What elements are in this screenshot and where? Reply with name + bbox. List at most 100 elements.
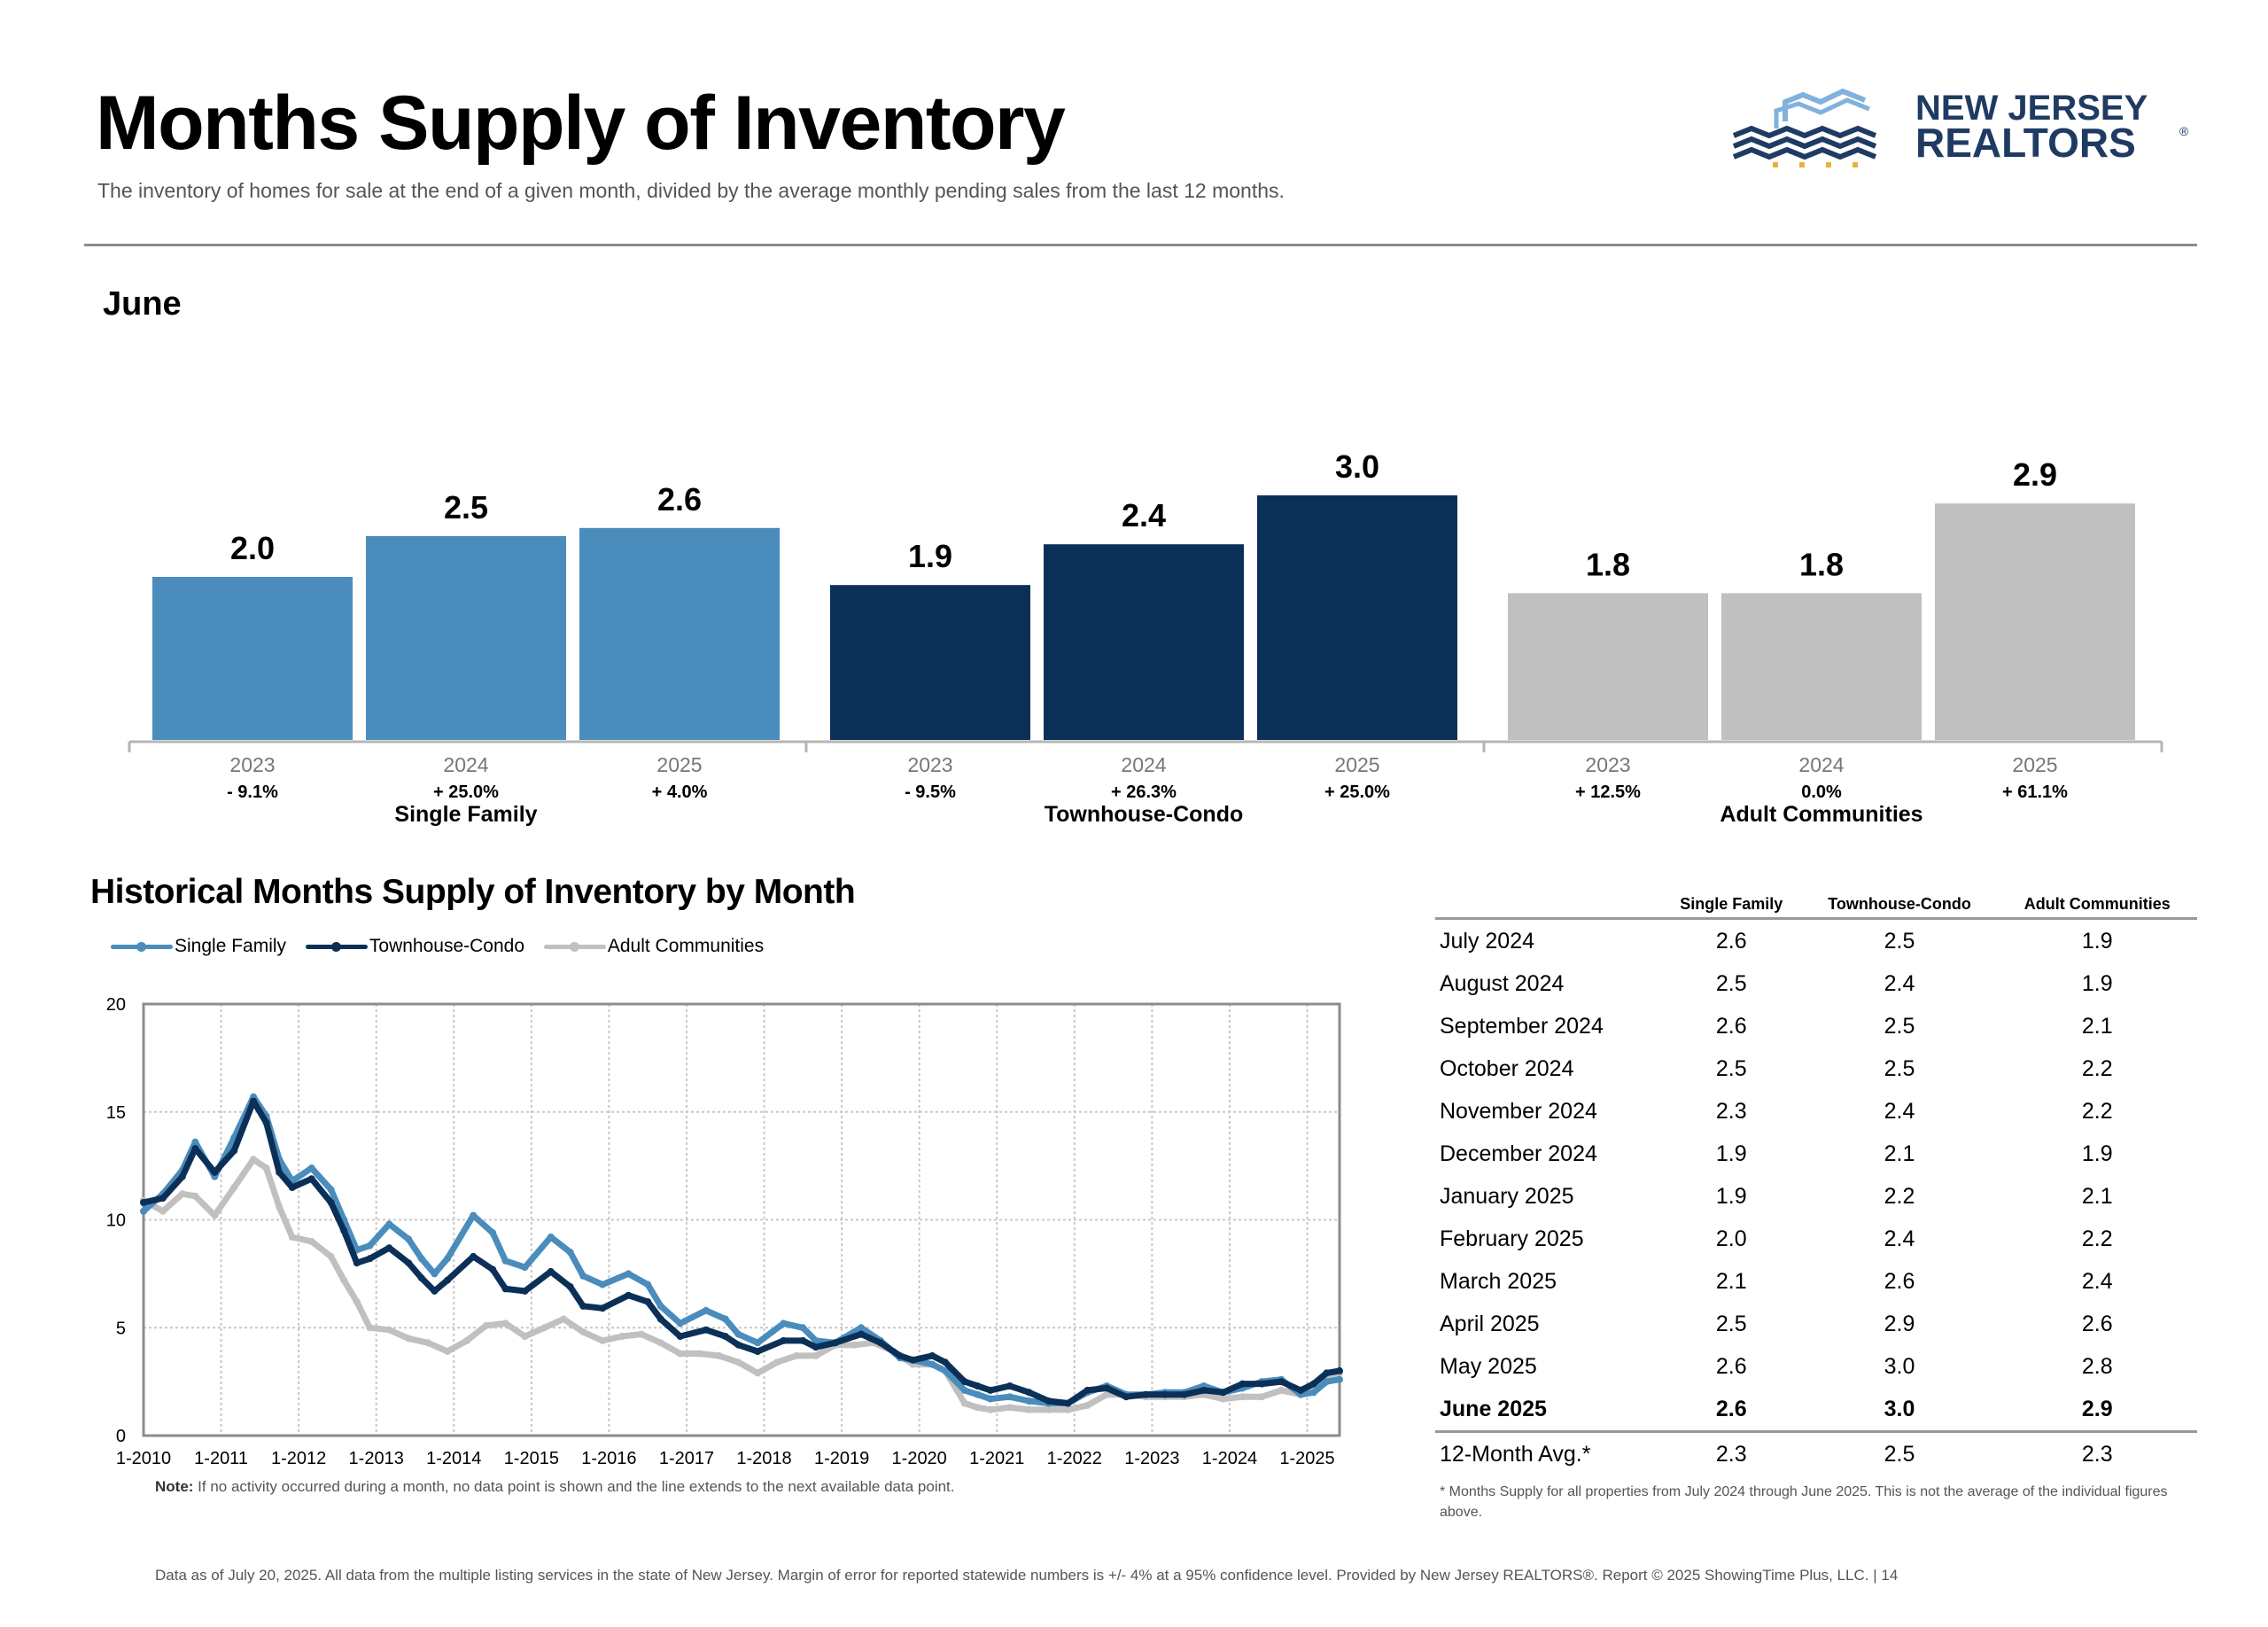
bar-townhouse-condo-2024: [1044, 544, 1244, 740]
data-point-townhouse-condo: [1336, 1366, 1343, 1374]
table-row: December 2024 1.9 2.1 1.9: [1435, 1133, 2197, 1175]
bar-change-label-single-family-2025: + 4.0%: [652, 782, 708, 802]
table-cell-adult-communities: 2.8: [2081, 1353, 2113, 1379]
data-point-townhouse-condo: [1006, 1382, 1014, 1390]
data-point-townhouse-condo: [307, 1175, 315, 1183]
data-point-adult-communities: [773, 1358, 781, 1366]
data-point-townhouse-condo: [327, 1199, 335, 1206]
data-point-adult-communities: [353, 1298, 361, 1305]
x-tick-label: 1-2015: [504, 1449, 559, 1468]
data-point-adult-communities: [250, 1156, 258, 1164]
bar-value-label-townhouse-condo-2025: 3.0: [1335, 448, 1379, 485]
table-cell-townhouse-condo: 2.1: [1884, 1140, 1915, 1166]
bar-group-label-adult-communities: Adult Communities: [1720, 802, 1922, 827]
table-header-adult-communities: Adult Communities: [2023, 894, 2171, 913]
table-header-month: [1435, 891, 1661, 919]
data-point-townhouse-condo: [928, 1351, 936, 1359]
historical-line-chart: 0 5 10 15 20 1-2010 1-2011 1-2012 1-2013 1-2014 1-…: [106, 995, 1343, 1468]
data-point-townhouse-condo: [521, 1287, 529, 1295]
table-cell-month: May 2025: [1440, 1353, 1537, 1379]
data-point-townhouse-condo: [941, 1358, 949, 1366]
data-point-single-family: [470, 1211, 478, 1219]
table-cell-month: October 2024: [1440, 1055, 1574, 1081]
y-tick-label: 20: [106, 995, 126, 1015]
x-tick-label: 1-2019: [814, 1449, 869, 1468]
data-point-townhouse-condo: [1025, 1389, 1033, 1397]
legend-label-single-family: Single Family: [175, 936, 287, 956]
data-point-townhouse-condo: [1200, 1386, 1208, 1394]
x-tick-label: 1-2014: [426, 1449, 481, 1468]
data-point-townhouse-condo: [644, 1298, 652, 1305]
data-point-adult-communities: [812, 1351, 819, 1359]
data-point-townhouse-condo: [858, 1330, 865, 1338]
data-point-townhouse-condo: [676, 1333, 684, 1340]
data-point-single-family: [489, 1229, 497, 1237]
table-cell-single-family: 2.6: [1715, 1353, 1747, 1379]
data-point-single-family: [385, 1220, 393, 1228]
table-cell-townhouse-condo: 2.4: [1884, 970, 1915, 996]
data-point-single-family: [140, 1207, 147, 1215]
table-cell-month: January 2025: [1440, 1183, 1574, 1209]
data-point-single-family: [1323, 1378, 1331, 1386]
bar-year-label-townhouse-condo-2023: 2023: [907, 753, 952, 776]
table-cell-townhouse-condo: 2.6: [1884, 1268, 1915, 1294]
x-tick-label: 1-2022: [1047, 1449, 1102, 1468]
data-point-townhouse-condo: [625, 1291, 633, 1299]
data-point-single-family: [625, 1270, 633, 1278]
data-point-single-family: [521, 1264, 529, 1272]
x-tick-label: 1-2025: [1279, 1449, 1334, 1468]
bar-change-label-townhouse-condo-2023: - 9.5%: [905, 782, 956, 802]
bar-change-label-adult-communities-2023: + 12.5%: [1575, 782, 1641, 802]
bar-chart-title: June: [103, 285, 182, 323]
table-cell-adult-communities: 2.3: [2081, 1441, 2113, 1467]
table-row: June 2025 2.6 3.0 2.9: [1435, 1388, 2197, 1432]
data-point-townhouse-condo: [721, 1333, 729, 1340]
data-point-townhouse-condo: [1219, 1389, 1227, 1397]
bar-year-label-adult-communities-2024: 2024: [1798, 753, 1844, 776]
data-point-adult-communities: [230, 1184, 238, 1191]
data-point-adult-communities: [501, 1320, 509, 1327]
data-point-adult-communities: [1278, 1386, 1285, 1394]
data-point-townhouse-condo: [831, 1339, 839, 1347]
data-point-townhouse-condo: [340, 1226, 348, 1234]
line-chart-legend: Single Family Townhouse-Condo Adult Comm…: [111, 935, 778, 957]
data-point-single-family: [431, 1270, 439, 1278]
data-point-townhouse-condo: [250, 1097, 258, 1105]
data-point-single-family: [405, 1235, 413, 1243]
table-cell-single-family: 2.5: [1715, 1311, 1747, 1336]
data-point-adult-communities: [850, 1341, 858, 1349]
new-jersey-realtors-logo: NEW JERSEY REALTORS ®: [1732, 88, 2189, 167]
data-point-adult-communities: [340, 1276, 348, 1284]
data-point-single-family: [676, 1320, 684, 1327]
data-point-single-family: [754, 1339, 762, 1347]
data-point-adult-communities: [288, 1234, 296, 1241]
data-point-townhouse-condo: [489, 1265, 497, 1273]
june-bar-chart: 2.0 2023 - 9.1% 2.5 2024 + 25.0% 2.6 2025 + 4.0%…: [128, 448, 2163, 827]
table-cell-adult-communities: 1.9: [2081, 970, 2113, 996]
monthly-table: Single Family Townhouse-Condo Adult Comm…: [1435, 891, 2197, 1475]
data-point-single-family: [191, 1138, 199, 1146]
data-point-townhouse-condo: [178, 1172, 186, 1180]
table-cell-month: September 2024: [1440, 1013, 1604, 1039]
data-point-single-family: [307, 1164, 315, 1172]
bar-value-label-single-family-2024: 2.5: [444, 489, 488, 525]
data-point-adult-communities: [793, 1351, 800, 1359]
data-point-adult-communities: [1064, 1405, 1072, 1413]
data-point-adult-communities: [521, 1333, 529, 1340]
data-point-townhouse-condo: [1103, 1384, 1111, 1392]
table-cell-townhouse-condo: 2.5: [1884, 1013, 1915, 1039]
data-point-adult-communities: [327, 1252, 335, 1260]
data-point-single-family: [417, 1255, 425, 1263]
bar-change-label-single-family-2023: - 9.1%: [227, 782, 278, 802]
bar-group-label-townhouse-condo: Townhouse-Condo: [1045, 802, 1244, 827]
table-cell-townhouse-condo: 2.5: [1884, 1055, 1915, 1081]
table-cell-townhouse-condo: 2.4: [1884, 1098, 1915, 1124]
data-point-single-family: [1025, 1397, 1033, 1405]
data-point-townhouse-condo: [1323, 1369, 1331, 1377]
bar-value-label-adult-communities-2025: 2.9: [2013, 456, 2057, 493]
table-cell-townhouse-condo: 3.0: [1884, 1396, 1915, 1421]
x-tick-label: 1-2018: [736, 1449, 791, 1468]
bar-adult-communities-2025: [1935, 503, 2135, 740]
bar-value-label-single-family-2025: 2.6: [657, 481, 702, 518]
data-point-townhouse-condo: [702, 1326, 710, 1334]
